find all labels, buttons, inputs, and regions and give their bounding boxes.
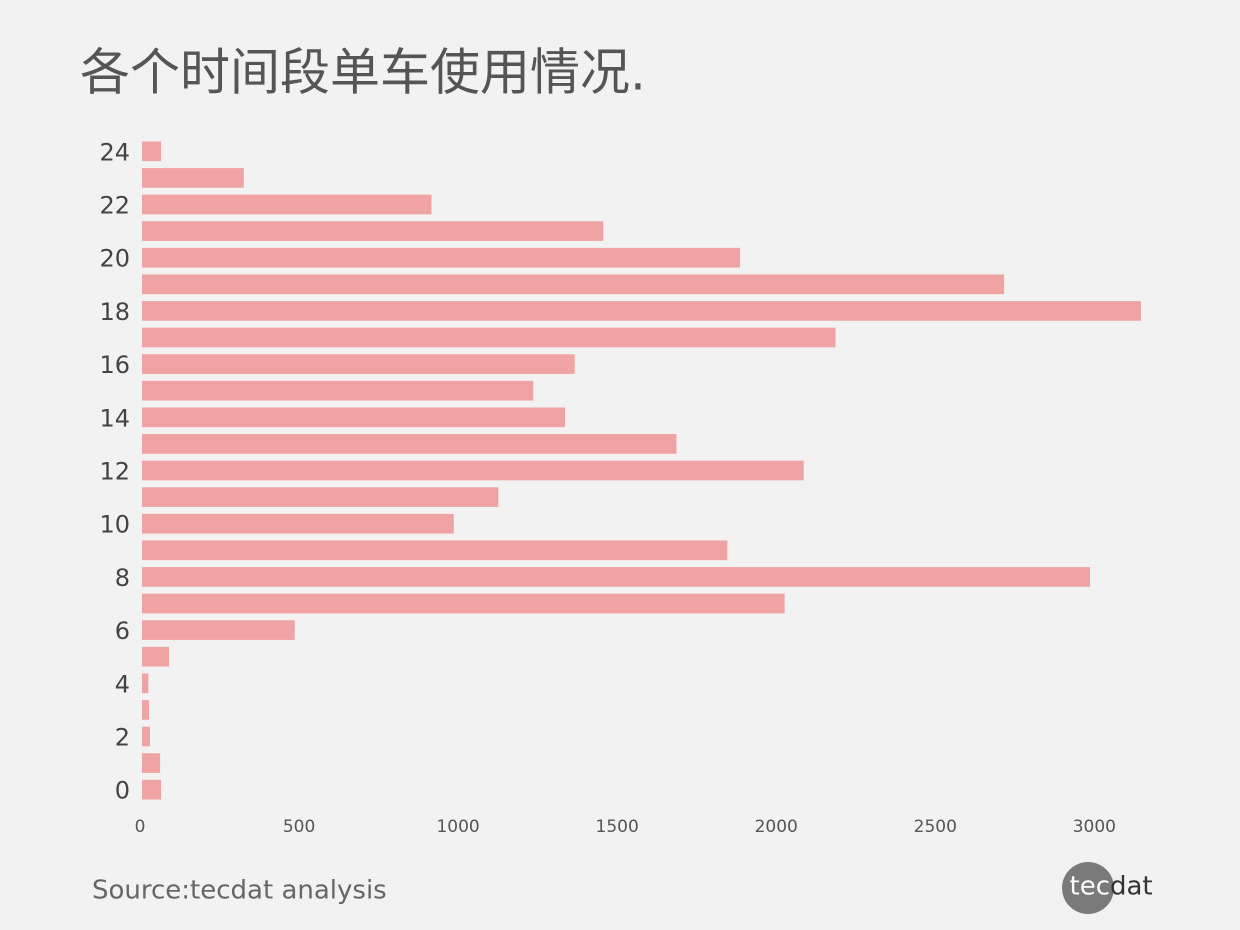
y-tick-label: 4 [115, 670, 130, 698]
bar [142, 380, 534, 401]
bar [142, 274, 1005, 295]
bar [142, 673, 149, 694]
logo-text: tec [1070, 872, 1111, 902]
logo: tec dat [1062, 862, 1153, 914]
bar [142, 567, 1091, 587]
y-tick-label: 2 [115, 724, 130, 752]
chart-title: 各个时间段单车使用情况. [80, 44, 646, 102]
y-tick-label: 6 [115, 617, 130, 645]
bar [142, 141, 162, 162]
x-tick-label: 2500 [914, 817, 957, 837]
x-tick-label: 0 [135, 817, 146, 837]
bar [142, 753, 161, 773]
bar [142, 487, 499, 507]
bar [142, 726, 150, 747]
bar [142, 194, 432, 215]
bar [142, 513, 454, 534]
bar [142, 301, 1141, 321]
bar [142, 779, 162, 800]
y-tick-label: 12 [99, 458, 130, 486]
bar [142, 460, 804, 481]
x-tick-label: 1500 [596, 817, 639, 837]
y-tick-label: 24 [99, 138, 130, 166]
bar [142, 168, 244, 188]
bar [142, 434, 677, 454]
x-tick-label: 3000 [1073, 817, 1116, 837]
bar [142, 620, 295, 640]
y-tick-label: 10 [99, 511, 130, 539]
bar [142, 700, 149, 720]
bar [142, 327, 836, 348]
x-tick-label: 2000 [755, 817, 798, 837]
bar [142, 221, 604, 241]
bar [142, 593, 785, 614]
bar [142, 407, 566, 428]
logo-text: dat [1110, 872, 1153, 902]
bar [142, 354, 575, 374]
source-note: Source:tecdat analysis [92, 876, 387, 906]
y-tick-label: 0 [115, 777, 130, 805]
bar [142, 540, 728, 561]
y-tick-label: 14 [99, 404, 130, 432]
y-tick-label: 8 [115, 564, 130, 592]
bar [142, 646, 170, 667]
y-tick-label: 20 [99, 245, 130, 273]
logo-circle [1062, 862, 1114, 914]
x-tick-label: 1000 [436, 817, 479, 837]
y-tick-label: 22 [99, 192, 130, 220]
x-tick-label: 500 [283, 817, 315, 837]
y-tick-label: 18 [99, 298, 130, 326]
bar [142, 247, 741, 268]
y-tick-label: 16 [99, 351, 130, 379]
